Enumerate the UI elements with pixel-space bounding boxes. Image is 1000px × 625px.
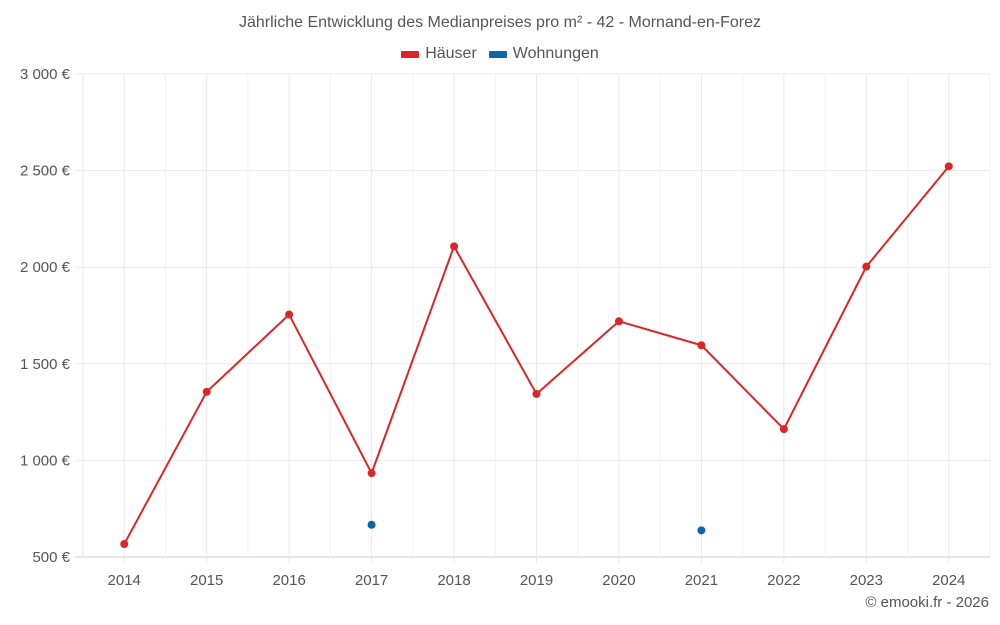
x-axis-tick-label: 2015	[190, 572, 223, 589]
data-point-marker[interactable]	[614, 317, 623, 326]
y-axis-tick-label: 500 €	[32, 549, 70, 566]
y-axis-tick-label: 2 500 €	[20, 163, 71, 180]
copyright-credit: © emooki.fr - 2026	[865, 594, 989, 611]
chart-legend: Häuser Wohnungen	[0, 45, 1000, 63]
legend-swatch-haeuser-icon	[401, 50, 420, 58]
data-point-marker[interactable]	[202, 387, 211, 396]
x-axis-tick-label: 2017	[355, 572, 388, 589]
legend-item-wohnungen[interactable]: Wohnungen	[488, 45, 599, 63]
y-axis-tick-label: 3 000 €	[20, 66, 71, 83]
data-point-marker[interactable]	[120, 540, 129, 549]
x-axis-tick-label: 2021	[685, 572, 718, 589]
data-point-marker[interactable]	[697, 526, 706, 535]
data-point-marker[interactable]	[367, 520, 376, 529]
data-point-marker[interactable]	[285, 310, 294, 319]
x-axis-tick-label: 2016	[272, 572, 305, 589]
legend-item-haeuser[interactable]: Häuser	[401, 45, 477, 63]
y-axis-tick-label: 2 000 €	[20, 259, 71, 276]
data-point-marker[interactable]	[697, 341, 706, 350]
series-wohnungen	[367, 520, 706, 535]
data-point-marker[interactable]	[532, 389, 541, 398]
data-point-marker[interactable]	[450, 242, 459, 251]
y-axis-tick-label: 1 500 €	[20, 356, 71, 373]
x-axis-tick-label: 2014	[108, 572, 141, 589]
x-axis-tick-label: 2023	[850, 572, 883, 589]
series-häuser	[120, 162, 953, 549]
chart-title: Jährliche Entwicklung des Medianpreises …	[239, 14, 761, 31]
x-axis-tick-label: 2019	[520, 572, 553, 589]
x-axis-tick-label: 2018	[437, 572, 470, 589]
data-point-marker[interactable]	[779, 425, 788, 434]
x-axis-tick-label: 2020	[602, 572, 635, 589]
legend-label-haeuser: Häuser	[425, 45, 477, 62]
legend-label-wohnungen: Wohnungen	[512, 45, 599, 62]
data-point-marker[interactable]	[862, 262, 871, 271]
data-point-marker[interactable]	[367, 469, 376, 478]
x-axis-tick-label: 2022	[767, 572, 800, 589]
legend-swatch-wohnungen-icon	[488, 50, 507, 58]
data-point-marker[interactable]	[944, 162, 953, 171]
y-axis-tick-label: 1 000 €	[20, 452, 71, 469]
x-axis-tick-label: 2024	[932, 572, 965, 589]
